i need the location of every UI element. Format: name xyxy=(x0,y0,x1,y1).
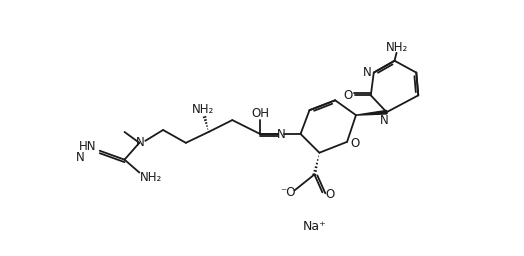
Text: Na⁺: Na⁺ xyxy=(302,220,326,233)
Text: OH: OH xyxy=(251,107,269,120)
Text: HN: HN xyxy=(79,140,96,153)
Text: O: O xyxy=(351,137,359,150)
Text: NH₂: NH₂ xyxy=(192,103,214,116)
Text: N: N xyxy=(75,151,84,164)
Text: N: N xyxy=(277,129,285,141)
Text: NH₂: NH₂ xyxy=(140,171,162,184)
Text: ⁻O: ⁻O xyxy=(280,186,296,199)
Text: N: N xyxy=(380,114,389,126)
Text: O: O xyxy=(343,89,353,102)
Text: O: O xyxy=(325,188,335,201)
Polygon shape xyxy=(356,110,387,115)
Text: NH₂: NH₂ xyxy=(385,41,408,54)
Text: N: N xyxy=(136,136,145,149)
Text: N: N xyxy=(363,66,371,79)
